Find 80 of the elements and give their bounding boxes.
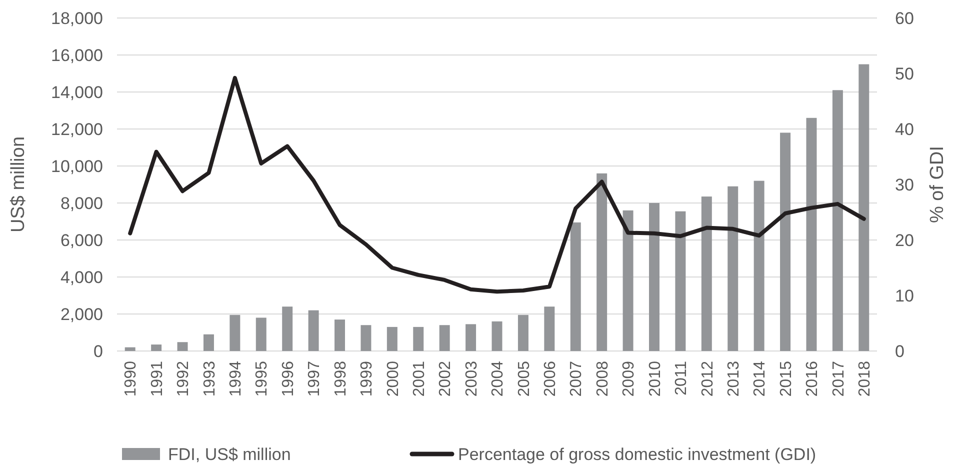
bar (806, 118, 817, 351)
bar (124, 347, 136, 351)
bar (203, 334, 214, 351)
bar (858, 64, 870, 351)
x-tick-label: 2010 (646, 360, 664, 397)
y-tick-label: 18,000 (51, 8, 103, 28)
x-tick-label: 2015 (778, 360, 795, 397)
x-tick-label: 2017 (830, 360, 848, 397)
x-tick-label: 2003 (463, 360, 480, 397)
bar (596, 173, 608, 351)
y2-tick-label: 50 (895, 64, 914, 84)
x-tick-label: 2018 (856, 360, 874, 397)
x-tick-label: 2008 (594, 360, 612, 397)
bar (360, 325, 372, 351)
x-tick-label: 1991 (148, 360, 166, 397)
legend-label: Percentage of gross domestic investment (GDI) (458, 444, 816, 464)
bar (256, 318, 266, 351)
y2-tick-label: 30 (895, 175, 914, 194)
bar (544, 306, 555, 351)
bar (570, 222, 581, 351)
y2-tick-label: 0 (895, 342, 904, 361)
x-tick-label: 2014 (752, 360, 769, 397)
bar (832, 90, 843, 351)
bar (466, 324, 476, 351)
bar (334, 320, 345, 351)
bar (728, 186, 738, 351)
x-tick-label: 2011 (673, 360, 690, 396)
x-tick-label: 2009 (620, 360, 638, 397)
x-tick-label: 2001 (410, 360, 428, 397)
y-tick-label: 4,000 (60, 268, 103, 287)
x-tick-label: 1996 (280, 360, 297, 397)
bar (386, 326, 398, 351)
bar (439, 325, 450, 351)
bar (622, 210, 634, 351)
bar (518, 314, 528, 351)
y-tick-label: 10,000 (51, 156, 103, 176)
legend-label: FDI, US$ million (168, 444, 291, 464)
bar (492, 321, 502, 351)
x-tick-label: 1998 (332, 360, 350, 397)
y2-tick-label: 10 (895, 286, 914, 306)
x-tick-label: 2002 (437, 360, 454, 397)
bar (701, 196, 712, 351)
line-series (128, 76, 866, 294)
y-tick-label: 2,000 (60, 304, 103, 324)
y-tick-label: 6,000 (60, 230, 103, 250)
bar (780, 132, 791, 351)
bar (230, 314, 240, 351)
x-tick-label: 2013 (725, 360, 742, 397)
y-axis-title: US$ million (8, 136, 29, 233)
y2-axis-title: % of GDI (927, 146, 948, 224)
x-tick-label: 1999 (358, 360, 376, 397)
x-tick-label: 2005 (516, 360, 533, 397)
x-tick-label: 1995 (254, 360, 271, 397)
bar (754, 180, 764, 351)
bar (177, 342, 188, 351)
y2-tick-label: 40 (895, 120, 914, 139)
x-tick-label: 2000 (384, 360, 402, 397)
x-tick-label: 1992 (175, 360, 192, 397)
y-tick-label: 8,000 (60, 194, 103, 213)
bar (649, 203, 660, 351)
bar (282, 306, 293, 351)
y2-tick-label: 20 (895, 230, 914, 250)
y-tick-label: 16,000 (51, 46, 103, 65)
x-tick-label: 2016 (804, 360, 822, 397)
bar (413, 326, 424, 351)
y-tick-label: 14,000 (51, 82, 103, 102)
x-tick-label: 2012 (699, 360, 716, 397)
x-tick-label: 2006 (542, 360, 560, 397)
x-tick-label: 1994 (228, 360, 245, 397)
bar (675, 211, 686, 351)
x-tick-label: 1997 (306, 360, 324, 397)
y-tick-label: 12,000 (51, 120, 103, 139)
x-tick-label: 1990 (122, 360, 140, 397)
bar (151, 344, 162, 351)
y-tick-label: 0 (94, 342, 103, 361)
x-tick-label: 2004 (490, 360, 507, 397)
bar (308, 310, 319, 351)
y2-tick-label: 60 (895, 8, 914, 28)
x-tick-label: 1993 (201, 360, 218, 397)
x-tick-label: 2007 (568, 360, 586, 397)
